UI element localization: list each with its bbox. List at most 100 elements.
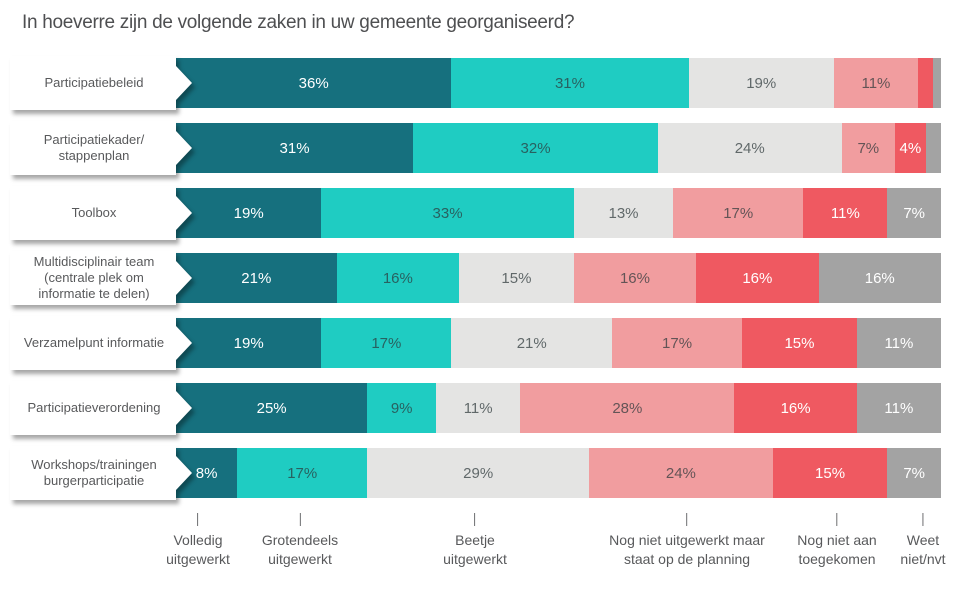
row-label-text: Participatiekader/ stappenplan (43, 131, 145, 163)
row-label-column: Verzamelpunt informatie (0, 318, 176, 368)
legend-item: Beetje uitgewerkt (443, 513, 507, 569)
segment-value-label: 16% (619, 269, 650, 287)
legend: Volledig uitgewerkt Grotendeels uitgewerk… (0, 513, 968, 597)
legend-label: Weet niet/nvt (900, 532, 946, 567)
segment-value-label: 16% (382, 269, 413, 287)
segment-value-label: 15% (815, 464, 846, 482)
row-label: Multidisciplinair team (centrale plek om… (10, 251, 192, 305)
row-label: Participatiekader/ stappenplan (10, 121, 192, 175)
row-label: Workshops/trainingen burgerparticipatie (10, 446, 192, 500)
bar-segment: 16% (573, 253, 697, 303)
stacked-bar: 8% 17% 29% 24% 15% 7% (176, 448, 941, 498)
row-label-column: Participatiebeleid (0, 58, 176, 108)
segment-value-label: 21% (241, 269, 272, 287)
segment-value-label: 17% (371, 334, 402, 352)
chart-row: Participatiekader/ stappenplan 31% 32% 24% 7… (0, 123, 941, 173)
bar-segment: 15% (742, 318, 857, 368)
row-label-pointer: Multidisciplinair team (centrale plek om… (10, 251, 192, 305)
segment-value-label: 11% (830, 204, 860, 222)
chart-row: Participatiebeleid 36% 31% 19% 11% (0, 58, 941, 108)
row-label-text: Participatiebeleid (44, 74, 144, 90)
bar-segment: 29% (367, 448, 590, 498)
segment-value-label: 16% (864, 269, 895, 287)
row-label-pointer: Toolbox (10, 186, 192, 240)
bar-segment: 16% (696, 253, 819, 303)
segment-value-label: 31% (279, 139, 310, 157)
segment-value-label: 19% (746, 74, 777, 92)
row-label-pointer: Participatiebeleid (10, 56, 192, 110)
legend-label: Grotendeels uitgewerkt (261, 532, 339, 567)
bar-segment: 32% (413, 123, 658, 173)
legend-item: Weet niet/nvt (900, 513, 946, 569)
segment-value-label: 15% (501, 269, 532, 287)
bar-segment: 11% (856, 318, 941, 368)
segment-value-label: 32% (520, 139, 551, 157)
bar-segment: 16% (734, 383, 857, 433)
segment-value-label: 9% (390, 399, 413, 417)
bar-segment: 33% (321, 188, 574, 238)
segment-value-label: 7% (857, 139, 880, 157)
segment-value-label: 31% (554, 74, 585, 92)
row-label-column: Toolbox (0, 188, 176, 238)
stacked-bar: 25% 9% 11% 28% 16% 11% (176, 383, 941, 433)
legend-tick (922, 513, 924, 526)
bar-segment: 19% (688, 58, 834, 108)
bar-segment: 25% (176, 383, 368, 433)
stacked-bar: 21% 16% 15% 16% 16% 16% (176, 253, 941, 303)
segment-value-label: 17% (287, 464, 318, 482)
row-label-pointer: Workshops/trainingen burgerparticipatie (10, 446, 192, 500)
bar-segment: 19% (176, 188, 322, 238)
segment-value-label: 25% (256, 399, 287, 417)
legend-label: Nog niet uitgewerkt maar staat op de pla… (609, 532, 765, 567)
bar-segment: 17% (673, 188, 804, 238)
segment-value-label: 19% (233, 204, 264, 222)
bar-segment: 11% (833, 58, 919, 108)
bar-segment (918, 58, 934, 108)
segment-value-label: 28% (612, 399, 643, 417)
segment-value-label: 13% (608, 204, 639, 222)
chart-row: Verzamelpunt informatie 19% 17% 21% 17% 15% 11… (0, 318, 941, 368)
bar-segment: 11% (856, 383, 941, 433)
row-label-pointer: Participatiekader/ stappenplan (10, 121, 192, 175)
row-label: Participatiebeleid (10, 56, 192, 110)
bar-segment: 17% (321, 318, 452, 368)
bar-segment: 31% (176, 123, 414, 173)
segment-value-label: 21% (516, 334, 547, 352)
segment-value-label: 11% (884, 399, 914, 417)
segment-value-label: 24% (734, 139, 765, 157)
legend-item: Grotendeels uitgewerkt (262, 513, 338, 569)
bar-rows: Participatiebeleid 36% 31% 19% 11% Participat… (0, 58, 941, 498)
legend-tick (299, 513, 301, 526)
legend-tick (836, 513, 838, 526)
row-label: Toolbox (10, 186, 192, 240)
row-label-column: Workshops/trainingen burgerparticipatie (0, 448, 176, 498)
stacked-bar: 31% 32% 24% 7% 4% (176, 123, 941, 173)
row-label: Participatieverordening (10, 381, 192, 435)
chart-row: Workshops/trainingen burgerparticipatie 8… (0, 448, 941, 498)
legend-label: Volledig uitgewerkt (166, 532, 230, 567)
segment-value-label: 33% (432, 204, 463, 222)
row-label-text: Verzamelpunt informatie (23, 334, 165, 350)
segment-value-label: 17% (662, 334, 693, 352)
bar-segment: 21% (176, 253, 337, 303)
legend-tick (197, 513, 199, 526)
chart-row: Participatieverordening 25% 9% 11% 28% 16% 11% (0, 383, 941, 433)
bar-segment: 4% (895, 123, 926, 173)
bar-segment: 19% (176, 318, 322, 368)
bar-segment: 7% (841, 123, 896, 173)
bar-segment: 24% (589, 448, 773, 498)
bar-segment (925, 123, 941, 173)
segment-value-label: 19% (233, 334, 264, 352)
segment-value-label: 17% (723, 204, 754, 222)
bar-segment: 36% (176, 58, 452, 108)
bar-segment: 24% (657, 123, 842, 173)
segment-value-label: 4% (899, 139, 922, 157)
legend-item: Nog niet uitgewerkt maar staat op de pla… (609, 513, 765, 569)
bar-segment: 9% (367, 383, 437, 433)
bar-segment: 31% (451, 58, 689, 108)
row-label-text: Workshops/trainingen burgerparticipatie (31, 456, 157, 488)
row-label: Verzamelpunt informatie (10, 316, 192, 370)
bar-segment: 11% (803, 188, 888, 238)
segment-value-label: 7% (903, 204, 926, 222)
segment-value-label: 11% (463, 399, 493, 417)
